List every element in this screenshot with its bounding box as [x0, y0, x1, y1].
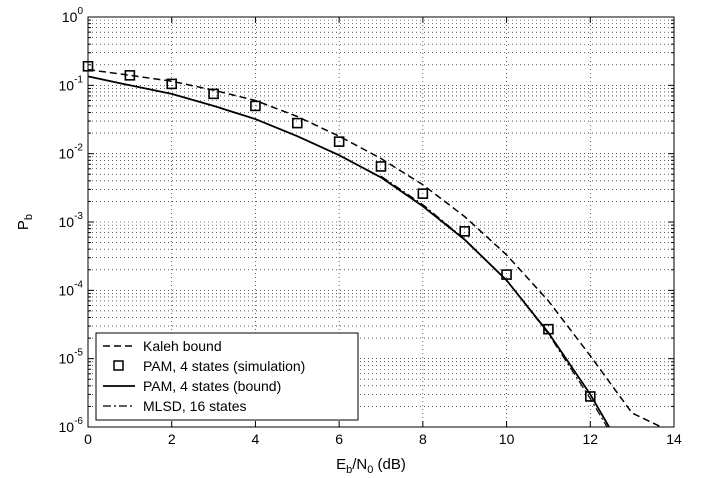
legend-sim-label: PAM, 4 states (simulation) [143, 358, 305, 374]
line-pam-4-states-bound [87, 75, 610, 428]
marker-pam-4-states-simulation [459, 226, 471, 237]
y-tick-label: 10-3 [59, 211, 84, 230]
y-tick-labels: 100 10-1 10-2 10-3 10-4 10-5 10-6 [59, 6, 84, 435]
x-tick-label: 2 [168, 431, 176, 447]
marker-pam-4-states-simulation [291, 117, 303, 129]
y-tick-label: 100 [62, 6, 84, 25]
line-mlsd-16-states [380, 175, 608, 428]
x-tick-label: 8 [419, 431, 427, 447]
marker-pam-4-states-simulation [250, 100, 261, 112]
x-axis-label: Eb/N0 (dB) [336, 456, 406, 476]
legend-kaleh-label: Kaleh bound [143, 338, 222, 354]
x-tick-labels: 0 2 4 6 8 10 12 14 [84, 431, 682, 447]
y-axis-label: Pb [15, 214, 35, 230]
legend-box [95, 332, 359, 421]
grid [87, 16, 675, 428]
marker-pam-4-states-simulation [333, 136, 345, 147]
x-tick-label: 14 [666, 431, 682, 447]
y-tick-label: 10-2 [59, 143, 84, 162]
x-tick-label: 4 [252, 431, 260, 447]
axis-ticks [87, 16, 675, 428]
legend: Kaleh bound PAM, 4 states (simulation) P… [95, 332, 359, 421]
line-kaleh-bound [87, 68, 662, 428]
y-tick-label: 10-1 [59, 74, 84, 93]
marker-pam-4-states-simulation [166, 78, 178, 90]
marker-pam-4-states-simulation [375, 161, 387, 172]
y-tick-label: 10-6 [59, 416, 84, 435]
x-tick-label: 6 [335, 431, 343, 447]
marker-pam-4-states-simulation [584, 391, 596, 402]
legend-bound-label: PAM, 4 states (bound) [143, 378, 281, 394]
y-tick-label: 10-4 [59, 279, 84, 298]
x-tick-label: 10 [499, 431, 515, 447]
marker-pam-4-states-simulation [208, 88, 219, 100]
series-group [82, 60, 662, 428]
legend-sim-swatch [113, 360, 124, 371]
marker-pam-4-states-simulation [124, 70, 136, 81]
x-tick-label: 12 [582, 431, 598, 447]
y-tick-label: 10-5 [59, 348, 84, 367]
marker-pam-4-states-simulation [417, 188, 429, 199]
legend-mlsd-label: MLSD, 16 states [143, 398, 247, 414]
x-tick-label: 0 [84, 431, 92, 447]
